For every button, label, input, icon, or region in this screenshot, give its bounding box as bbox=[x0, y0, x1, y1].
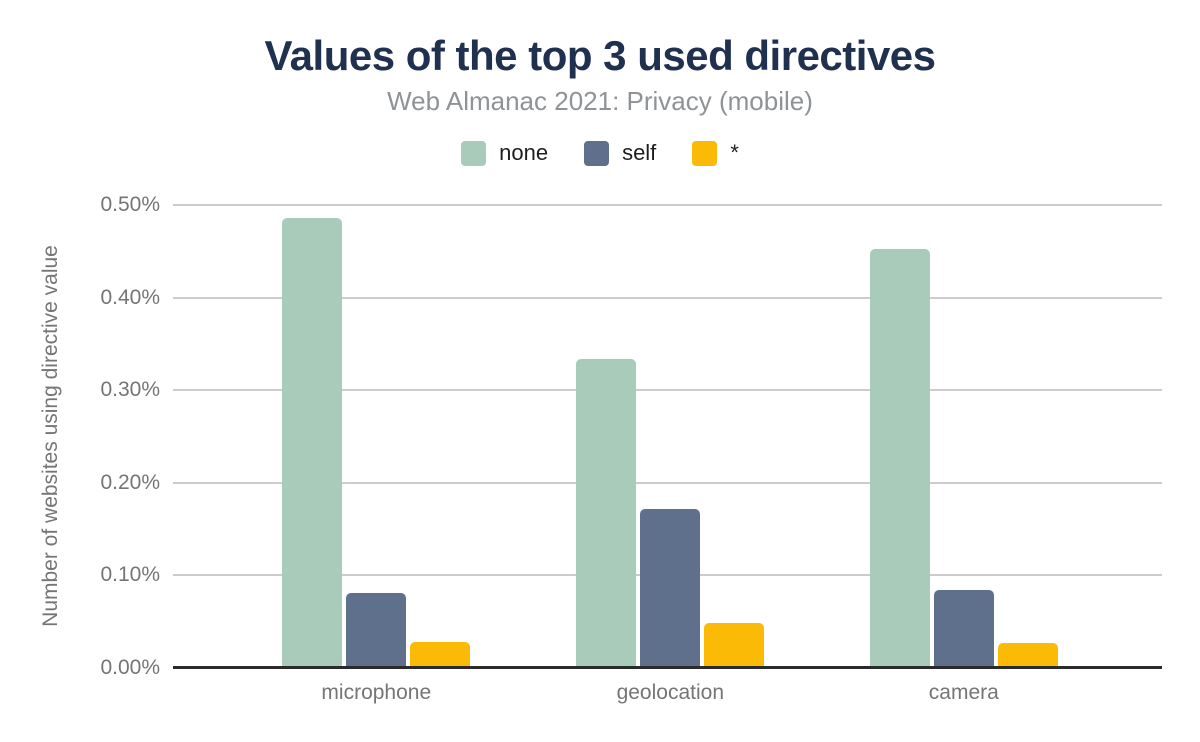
legend-label: * bbox=[730, 140, 739, 165]
x-category-label: geolocation bbox=[616, 681, 724, 704]
y-tick-label: 0.50% bbox=[100, 193, 160, 216]
gridline bbox=[173, 296, 1162, 299]
bar-none-camera bbox=[869, 248, 930, 668]
bar-self-camera bbox=[933, 590, 994, 668]
bar-none-geolocation bbox=[576, 358, 637, 668]
legend-label: none bbox=[499, 140, 549, 165]
bar-*-camera bbox=[997, 643, 1058, 668]
gridline bbox=[173, 204, 1162, 206]
bar-self-geolocation bbox=[640, 508, 701, 668]
bar-none-microphone bbox=[282, 218, 343, 668]
chart-subtitle: Web Almanac 2021: Privacy (mobile) bbox=[387, 86, 813, 116]
y-tick-label: 0.00% bbox=[100, 656, 160, 679]
gridline bbox=[173, 481, 1162, 484]
bar-*-geolocation bbox=[704, 622, 765, 668]
chart-title: Values of the top 3 used directives bbox=[264, 32, 936, 79]
y-axis-title: Number of websites using directive value bbox=[39, 245, 62, 627]
x-category-label: microphone bbox=[321, 681, 432, 704]
legend: none self * bbox=[0, 140, 1200, 166]
bar-group-microphone bbox=[282, 218, 471, 668]
x-category-label: camera bbox=[928, 681, 999, 704]
bar-group-geolocation bbox=[576, 358, 765, 668]
plot-area bbox=[173, 204, 1162, 669]
gridline bbox=[173, 389, 1162, 392]
x-axis-baseline bbox=[173, 666, 1162, 669]
bar-*-microphone bbox=[410, 642, 471, 668]
legend-swatch-* bbox=[692, 140, 718, 166]
bar-group-camera bbox=[869, 248, 1058, 668]
legend-item-self: self bbox=[584, 140, 656, 166]
legend-swatch-self bbox=[584, 140, 610, 166]
y-tick-label: 0.20% bbox=[100, 470, 160, 494]
y-tick-label: 0.10% bbox=[100, 563, 160, 587]
y-tick-label: 0.30% bbox=[100, 378, 160, 402]
legend-item-none: none bbox=[461, 140, 548, 166]
bar-self-microphone bbox=[346, 593, 407, 668]
legend-swatch-none bbox=[461, 140, 487, 166]
y-tick-label: 0.40% bbox=[100, 285, 160, 309]
legend-item-*: * bbox=[692, 140, 739, 166]
legend-label: self bbox=[622, 140, 657, 165]
